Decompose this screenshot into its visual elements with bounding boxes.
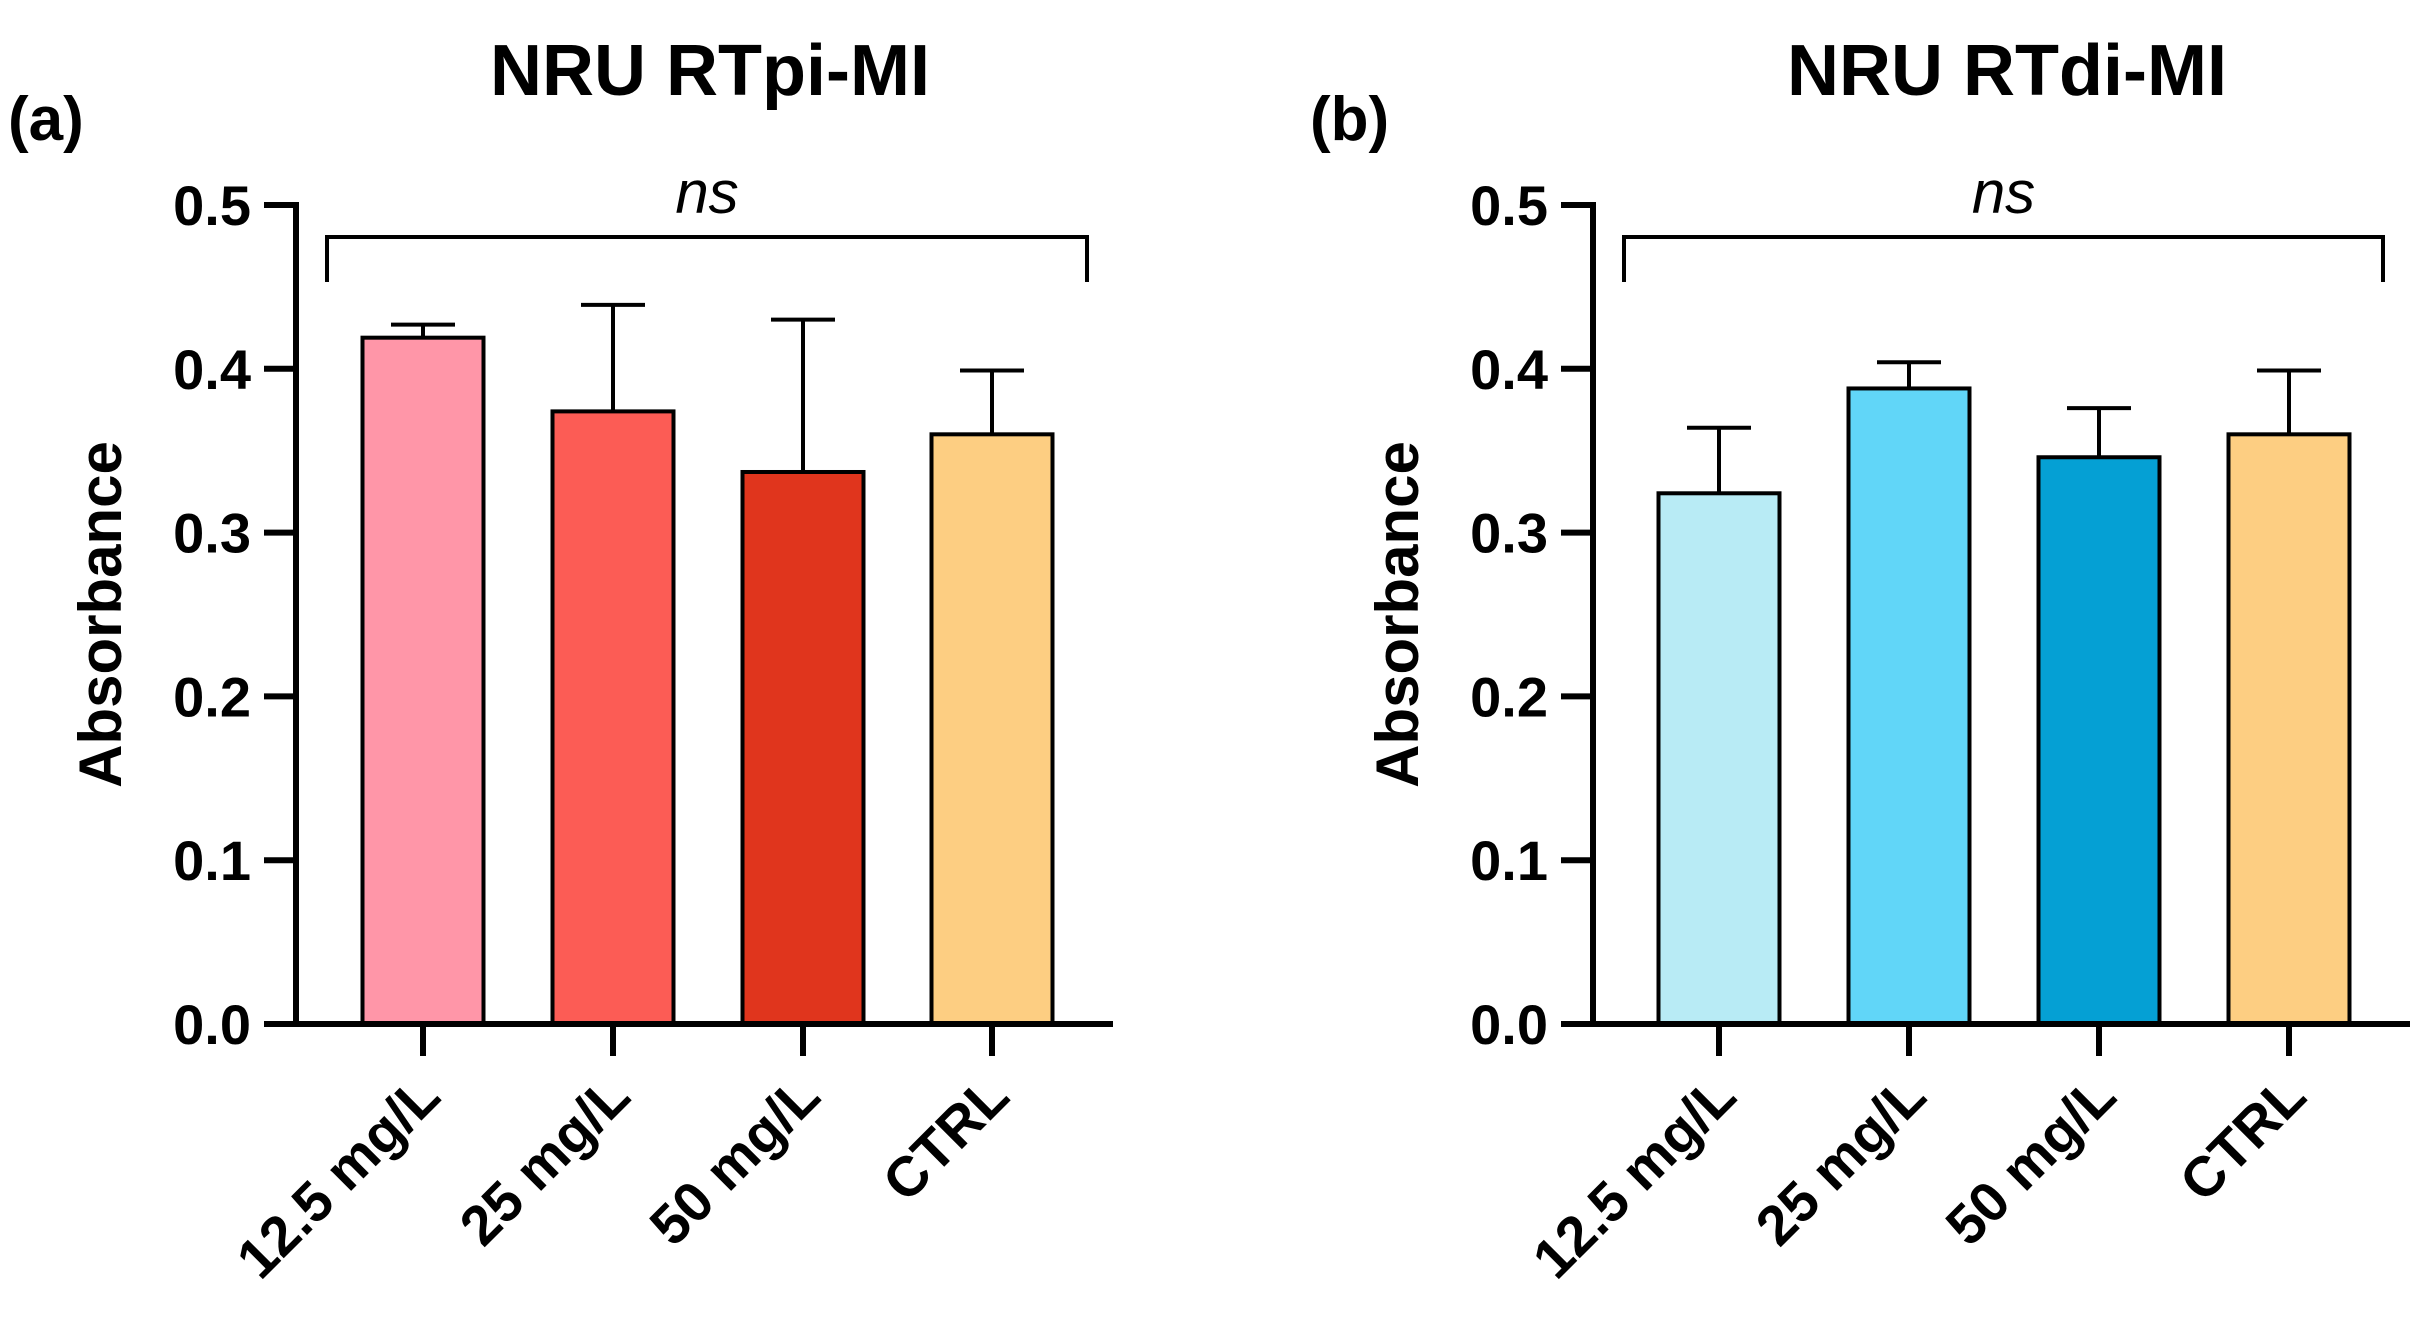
y-tick-label-2: 0.2 bbox=[1470, 665, 1548, 728]
y-tick-label-1: 0.1 bbox=[173, 829, 251, 892]
significance-bracket bbox=[325, 235, 1089, 282]
y-tick-label-2: 0.2 bbox=[173, 665, 251, 728]
y-axis-label: Absorbance bbox=[1364, 441, 1431, 788]
x-tick-label-1: 12.5 mg/L bbox=[1520, 1063, 1747, 1290]
y-tick-label-4: 0.4 bbox=[1470, 338, 1548, 401]
y-tick-label-3: 0.3 bbox=[1470, 502, 1548, 565]
bar-4 bbox=[2226, 432, 2352, 1026]
y-tick-label-4: 0.4 bbox=[173, 338, 251, 401]
bar-1 bbox=[1656, 491, 1782, 1026]
x-tick-label-3: 50 mg/L bbox=[1933, 1063, 2127, 1257]
y-axis-label: Absorbance bbox=[67, 441, 134, 788]
significance-label: ns bbox=[675, 159, 738, 226]
chart-title: NRU RTdi-MI bbox=[1787, 31, 2227, 111]
panel-a: (a) NRU RTpi-MI Absorbance 0.0 0.1 0.2 0.3 0.4 0… bbox=[8, 31, 1113, 1290]
panel-label: (a) bbox=[8, 85, 84, 154]
chart-title: NRU RTpi-MI bbox=[490, 31, 930, 111]
bar-2 bbox=[550, 409, 676, 1026]
panel-b: (b) NRU RTdi-MI Absorbance 0.0 0.1 0.2 0.3 0.4 0… bbox=[1310, 31, 2410, 1290]
x-tick-label-4: CTRL bbox=[870, 1063, 1020, 1213]
y-tick-label-5: 0.5 bbox=[1470, 174, 1548, 237]
x-tick-label-3: 50 mg/L bbox=[637, 1063, 831, 1257]
y-tick-label-0: 0.0 bbox=[173, 993, 251, 1056]
x-tick-label-1: 12.5 mg/L bbox=[224, 1063, 451, 1290]
significance-label: ns bbox=[1972, 159, 2035, 226]
x-tick-label-4: CTRL bbox=[2167, 1063, 2317, 1213]
significance-bracket bbox=[1622, 235, 2385, 282]
panel-label: (b) bbox=[1310, 85, 1389, 154]
bar-4 bbox=[929, 432, 1055, 1026]
y-tick-label-3: 0.3 bbox=[173, 502, 251, 565]
bar-3 bbox=[2036, 455, 2162, 1026]
bar-2 bbox=[1846, 386, 1972, 1026]
bar-1 bbox=[360, 335, 486, 1027]
y-tick-label-5: 0.5 bbox=[173, 174, 251, 237]
bar-3 bbox=[740, 469, 866, 1026]
x-tick-label-2: 25 mg/L bbox=[1743, 1063, 1937, 1257]
x-tick-label-2: 25 mg/L bbox=[447, 1063, 641, 1257]
y-tick-label-0: 0.0 bbox=[1470, 993, 1548, 1056]
y-tick-label-1: 0.1 bbox=[1470, 829, 1548, 892]
